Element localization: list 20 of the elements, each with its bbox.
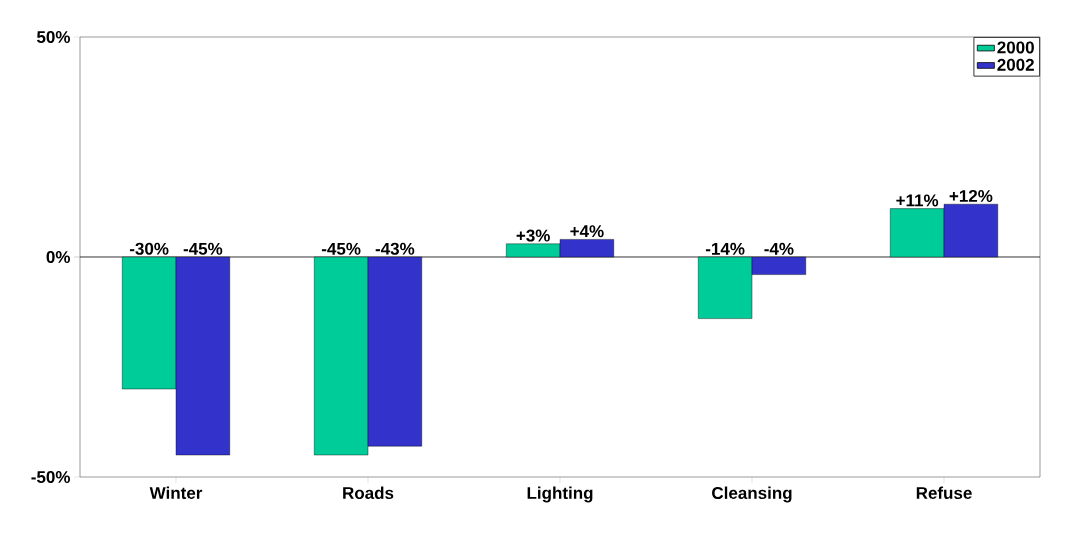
data-label: -14% [705, 242, 745, 255]
x-tick-label: Cleansing [712, 486, 792, 503]
legend-label: 2000 [997, 41, 1034, 54]
data-label: -4% [764, 242, 794, 255]
data-label: -45% [183, 242, 223, 255]
x-tick-label: Refuse [916, 486, 972, 500]
x-tick-label: Lighting [527, 486, 593, 503]
x-tick-label: Winter [149, 486, 203, 500]
data-label: +11% [896, 194, 939, 207]
y-tick-label: 0% [46, 250, 71, 264]
y-tick-label: -50% [31, 470, 71, 484]
legend-label: 2002 [997, 58, 1034, 71]
data-label: -43% [375, 242, 415, 255]
data-label: +3% [516, 229, 550, 242]
data-label: +12% [949, 189, 993, 202]
data-label: -45% [321, 242, 361, 255]
data-label: -30% [129, 242, 169, 255]
data-label: +4% [570, 225, 604, 238]
y-tick-label: 50% [36, 30, 71, 44]
x-tick-label: Roads [343, 486, 394, 500]
